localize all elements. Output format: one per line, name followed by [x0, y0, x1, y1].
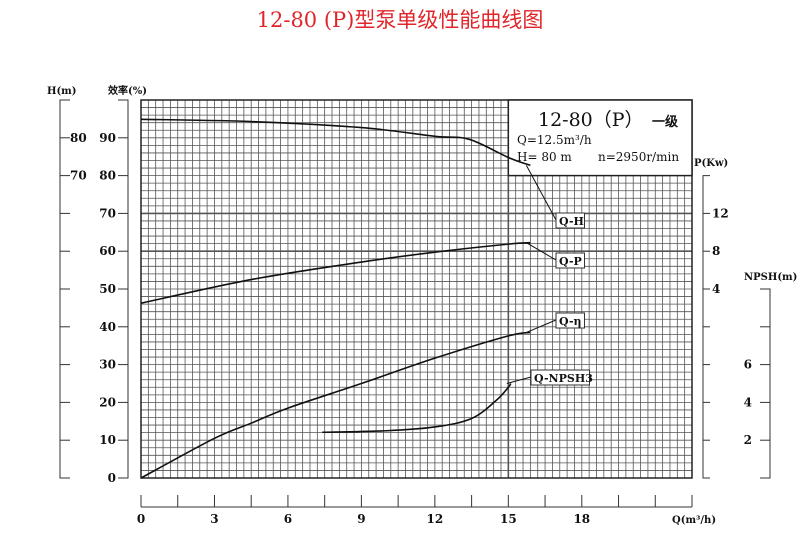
- info-head: H= 80 m: [517, 150, 572, 164]
- x-tick-label: 0: [137, 512, 145, 526]
- curve-q-npsh3: [322, 383, 512, 434]
- x-axis-label: Q(m³/h): [672, 515, 716, 526]
- info-box: [507, 99, 693, 177]
- curve-label-q-p-box: [555, 252, 585, 269]
- x-tick-label: 18: [573, 512, 590, 526]
- x-tick-label: 3: [210, 512, 218, 526]
- h-tick-label: 80: [70, 131, 87, 145]
- info-flow: Q=12.5m³/h: [517, 133, 592, 147]
- curve-label-leader: [525, 165, 557, 221]
- npsh-axis-line: [760, 288, 771, 479]
- p-tick-label: 4: [712, 282, 720, 296]
- curve-label-q-h: Q-H: [559, 215, 584, 228]
- curve-label-q-h-box: [555, 212, 585, 229]
- plot-frame: [140, 99, 693, 479]
- p-axis-label: P(Kw): [694, 158, 728, 169]
- x-tick-label: 15: [500, 512, 517, 526]
- curve-label-leader: [506, 376, 532, 384]
- curve-q-h: [140, 118, 531, 167]
- x-tick-label: 6: [284, 512, 292, 526]
- efficiency-tick-label: 80: [99, 169, 116, 183]
- efficiency-axis-label: 效率(%): [108, 84, 147, 97]
- efficiency-tick-label: 20: [99, 395, 116, 409]
- efficiency-tick-label: 60: [99, 244, 116, 258]
- curve-q-p: [140, 241, 531, 304]
- npsh-tick-label: 6: [744, 358, 752, 372]
- curve-label-q-eta-box: [555, 312, 585, 329]
- p-tick-label: 8: [712, 244, 720, 258]
- h-tick-label: 70: [70, 169, 87, 183]
- npsh-tick-label: 2: [744, 433, 752, 447]
- x-tick-label: 9: [357, 512, 365, 526]
- curve-label-q-p: Q-P: [559, 255, 582, 268]
- chart-title: 12-80 (P)型泵单级性能曲线图: [256, 8, 544, 32]
- efficiency-tick-label: 70: [99, 206, 116, 220]
- info-stage: 一级: [652, 114, 679, 130]
- efficiency-tick-label: 30: [99, 358, 116, 372]
- efficiency-tick-label: 0: [108, 471, 116, 485]
- curve-label-q-npsh3: Q-NPSH3: [534, 372, 593, 385]
- curve-q-eta: [140, 331, 531, 479]
- x-tick-label: 12: [427, 512, 444, 526]
- efficiency-tick-label: 90: [99, 131, 116, 145]
- efficiency-tick-label: 10: [99, 433, 116, 447]
- curve-label-leader: [526, 319, 557, 333]
- info-model: 12-80（P）: [538, 109, 644, 131]
- npsh-tick-label: 4: [744, 395, 752, 409]
- curve-label-q-npsh3-box: [530, 369, 590, 386]
- npsh-axis-label: NPSH(m): [744, 272, 797, 283]
- efficiency-tick-label: 40: [99, 320, 116, 334]
- p-tick-label: 12: [712, 206, 729, 220]
- efficiency-tick-label: 50: [99, 282, 116, 296]
- info-speed: n=2950r/min: [598, 150, 679, 164]
- curve-label-leader: [526, 242, 557, 261]
- curve-label-q-eta: Q-η: [559, 315, 582, 328]
- h-axis-label: H(m): [47, 86, 77, 97]
